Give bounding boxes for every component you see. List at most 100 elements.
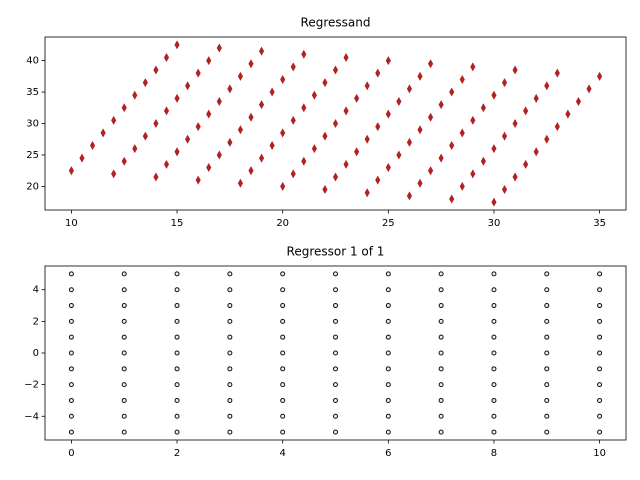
- point: [227, 303, 233, 309]
- point: [375, 175, 381, 185]
- point: [459, 128, 465, 138]
- point: [121, 318, 127, 324]
- point: [333, 303, 338, 309]
- point: [597, 382, 603, 388]
- point: [480, 156, 486, 166]
- point: [185, 134, 191, 144]
- point: [427, 112, 434, 122]
- point: [195, 175, 201, 185]
- point: [354, 147, 360, 157]
- point: [438, 303, 444, 309]
- point: [544, 350, 550, 356]
- x-tick-label: 25: [382, 218, 395, 229]
- point: [470, 62, 476, 72]
- point: [227, 366, 233, 372]
- point: [68, 429, 74, 435]
- point: [111, 115, 117, 125]
- point: [385, 429, 391, 435]
- point: [544, 81, 550, 91]
- point: [565, 109, 571, 119]
- point: [491, 271, 497, 277]
- point: [121, 429, 127, 435]
- point: [333, 429, 338, 435]
- point: [227, 413, 233, 419]
- x-tick-label: 15: [171, 218, 184, 229]
- point: [597, 318, 603, 324]
- point: [163, 159, 170, 169]
- point: [301, 156, 307, 166]
- point: [333, 366, 338, 372]
- point: [153, 172, 159, 182]
- point: [248, 59, 254, 69]
- point: [68, 271, 74, 277]
- point: [227, 137, 233, 147]
- point: [597, 413, 603, 419]
- point: [174, 429, 180, 435]
- point: [406, 191, 413, 201]
- point: [544, 366, 550, 372]
- point: [269, 141, 275, 151]
- point: [322, 78, 328, 88]
- point: [206, 56, 212, 66]
- point: [206, 163, 212, 173]
- point: [544, 134, 550, 144]
- point: [491, 350, 497, 356]
- point: [280, 74, 286, 84]
- point: [491, 318, 497, 324]
- point: [597, 366, 603, 372]
- point: [417, 125, 423, 135]
- point: [68, 287, 74, 293]
- point: [333, 397, 338, 403]
- point: [438, 350, 444, 356]
- point: [121, 366, 127, 372]
- point: [121, 334, 127, 340]
- point: [142, 131, 148, 141]
- point: [227, 84, 233, 94]
- point: [100, 128, 106, 138]
- point: [491, 429, 497, 435]
- point: [554, 68, 560, 78]
- point: [470, 169, 476, 179]
- point: [280, 287, 286, 293]
- point: [68, 413, 74, 419]
- point: [512, 172, 518, 182]
- point: [343, 52, 349, 62]
- point: [121, 287, 127, 293]
- point: [385, 318, 391, 324]
- point: [248, 166, 254, 176]
- point: [280, 181, 286, 191]
- point: [322, 131, 328, 141]
- point: [280, 413, 286, 419]
- point: [333, 382, 338, 388]
- x-tick-label: 35: [593, 218, 606, 229]
- point: [195, 122, 201, 132]
- point: [385, 397, 391, 403]
- point: [79, 153, 85, 163]
- x-tick-label: 10: [65, 218, 78, 229]
- point: [449, 141, 455, 151]
- point: [427, 166, 434, 176]
- point: [597, 303, 603, 309]
- point: [544, 287, 550, 293]
- point: [438, 100, 444, 110]
- point: [174, 397, 180, 403]
- point: [385, 163, 391, 173]
- point: [121, 382, 127, 388]
- point: [544, 303, 550, 309]
- point: [195, 68, 201, 78]
- point: [280, 303, 286, 309]
- point: [227, 397, 233, 403]
- point: [206, 109, 212, 119]
- point: [501, 78, 508, 88]
- point: [597, 334, 603, 340]
- point: [163, 106, 170, 116]
- point: [501, 185, 508, 195]
- point: [290, 115, 296, 125]
- x-tick-label: 8: [491, 448, 497, 459]
- chart-title: Regressor 1 of 1: [287, 245, 385, 259]
- point: [491, 144, 497, 154]
- point: [332, 118, 339, 129]
- point: [417, 178, 423, 188]
- point: [491, 303, 497, 309]
- point: [301, 103, 307, 113]
